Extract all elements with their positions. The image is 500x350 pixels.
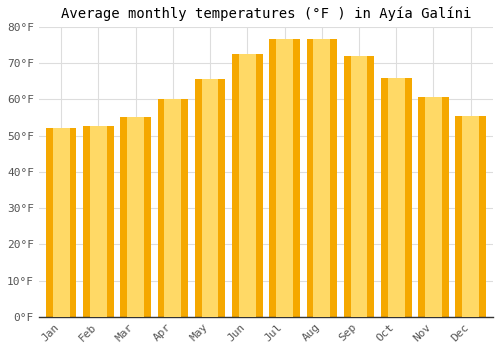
Bar: [195, 79, 226, 317]
Bar: [120, 117, 151, 317]
Bar: [276, 40, 293, 317]
Bar: [462, 116, 479, 317]
Bar: [456, 116, 486, 317]
Bar: [388, 78, 404, 317]
Bar: [381, 78, 412, 317]
Bar: [232, 54, 262, 317]
Bar: [350, 56, 368, 317]
Bar: [158, 99, 188, 317]
Bar: [46, 128, 76, 317]
Bar: [344, 56, 374, 317]
Bar: [239, 54, 256, 317]
Bar: [52, 128, 70, 317]
Bar: [418, 97, 448, 317]
Bar: [270, 40, 300, 317]
Bar: [314, 40, 330, 317]
Bar: [127, 117, 144, 317]
Bar: [164, 99, 181, 317]
Bar: [425, 97, 442, 317]
Title: Average monthly temperatures (°F ) in Ayía Galíni: Average monthly temperatures (°F ) in Ay…: [60, 7, 471, 21]
Bar: [202, 79, 218, 317]
Bar: [306, 40, 337, 317]
Bar: [83, 126, 114, 317]
Bar: [90, 126, 107, 317]
